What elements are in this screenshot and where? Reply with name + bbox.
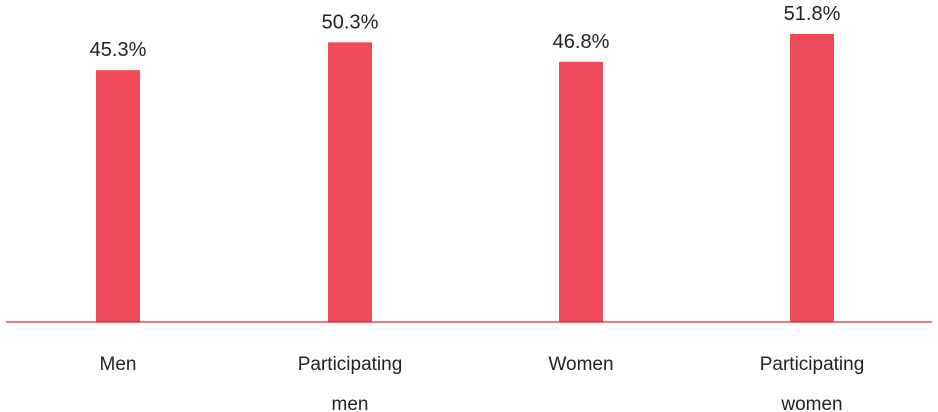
x-tick-labels-group: Men Participating men Women Participating wom… [100, 354, 865, 412]
x-tick-label-3-line-1: women [780, 394, 842, 412]
x-tick-label-1-line-0: Participating [298, 354, 403, 375]
value-label-1: 50.3% [322, 11, 379, 33]
bar-0 [96, 70, 140, 322]
value-label-0: 45.3% [90, 39, 147, 61]
x-tick-label-3-line-0: Participating [760, 354, 865, 375]
bar-2 [559, 61, 603, 323]
x-tick-label-2-line-0: Women [548, 354, 613, 375]
value-labels-group: 45.3% 50.3% 46.8% 51.8% [90, 3, 841, 61]
bar-1 [328, 42, 372, 322]
value-label-2: 46.8% [553, 31, 610, 53]
bar-3 [790, 33, 834, 322]
value-label-3: 51.8% [784, 3, 841, 25]
x-tick-label-1-line-1: men [332, 394, 369, 412]
x-tick-label-0-line-0: Men [100, 354, 137, 375]
bars-group [96, 33, 834, 323]
